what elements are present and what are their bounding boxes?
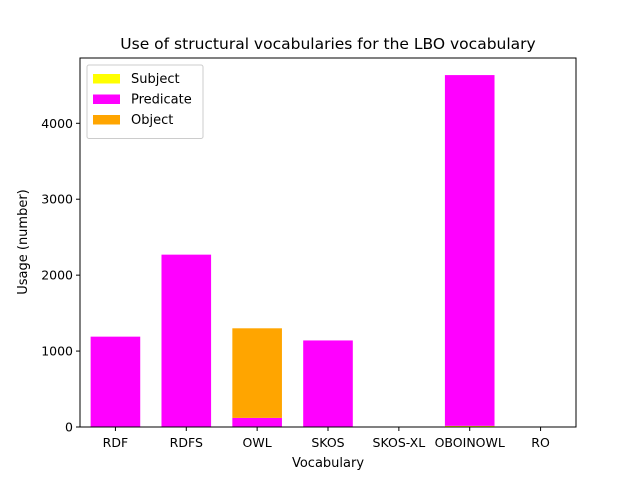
y-axis: 0 1000 2000 3000 4000 bbox=[41, 116, 80, 435]
chart-title: Use of structural vocabularies for the L… bbox=[120, 35, 535, 53]
legend-swatch-predicate bbox=[93, 94, 120, 104]
bar-predicate-oboinowl bbox=[444, 75, 495, 426]
x-axis: RDF RDFS OWL SKOS SKOS-XL OBOINOWL RO bbox=[103, 427, 550, 450]
legend-swatch-subject bbox=[93, 74, 120, 84]
bar-subject-oboinowl bbox=[444, 425, 495, 427]
x-tick-label: RDFS bbox=[170, 435, 203, 450]
x-tick-label: OWL bbox=[243, 435, 272, 450]
y-axis-label: Usage (number) bbox=[16, 189, 31, 295]
y-tick-label: 4000 bbox=[41, 116, 73, 131]
y-tick-label: 1000 bbox=[41, 344, 73, 359]
bar-predicate-skos bbox=[303, 340, 353, 427]
bar-object-owl bbox=[232, 328, 282, 418]
x-tick-label: RDF bbox=[103, 435, 129, 450]
y-tick-label: 0 bbox=[65, 420, 73, 435]
bar-predicate-rdf bbox=[90, 336, 141, 427]
x-tick-label: SKOS-XL bbox=[373, 435, 426, 450]
bar-predicate-owl bbox=[232, 417, 282, 427]
plot-area bbox=[90, 75, 495, 427]
legend: Subject Predicate Object bbox=[86, 64, 204, 139]
x-tick-label: OBOINOWL bbox=[435, 435, 505, 450]
legend-label-object: Object bbox=[131, 113, 173, 128]
x-tick-label: RO bbox=[531, 435, 550, 450]
legend-label-subject: Subject bbox=[131, 72, 180, 87]
x-tick-label: SKOS bbox=[311, 435, 344, 450]
y-tick-label: 2000 bbox=[41, 268, 73, 283]
legend-label-predicate: Predicate bbox=[131, 93, 192, 108]
x-axis-label: Vocabulary bbox=[292, 456, 364, 471]
legend-swatch-object bbox=[93, 115, 120, 125]
bar-predicate-rdfs bbox=[161, 254, 212, 427]
y-tick-label: 3000 bbox=[41, 192, 73, 207]
